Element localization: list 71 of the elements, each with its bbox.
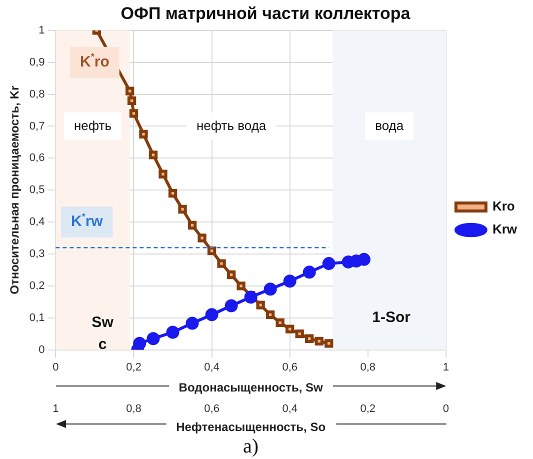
x-tick-label: 0,8	[360, 361, 376, 374]
point	[276, 318, 284, 327]
point	[205, 308, 218, 322]
annotation: Sw c	[92, 314, 114, 353]
point	[322, 257, 336, 270]
y-tick-label: 0,9	[29, 56, 45, 68]
legend-label: Kro	[492, 198, 515, 214]
x2-tick-label: 1	[52, 403, 59, 416]
point	[236, 282, 246, 290]
point	[133, 336, 146, 350]
point	[148, 150, 158, 160]
point	[166, 326, 180, 339]
annotation: K*ro	[80, 52, 110, 70]
y-tick-label: 1	[38, 24, 45, 36]
y-tick-label: 0,5	[29, 184, 45, 196]
y-tick-label: 0,7	[29, 120, 45, 132]
point	[139, 130, 148, 139]
x2-axis-title: Нефтенасыщенность, So	[176, 420, 326, 434]
point	[264, 282, 277, 296]
point	[224, 299, 238, 312]
x2-tick-label: 0,4	[282, 403, 298, 416]
point	[129, 109, 138, 118]
point	[168, 188, 178, 198]
point	[324, 339, 334, 348]
point	[186, 316, 199, 330]
x2-tick-label: 0,8	[126, 403, 142, 416]
y-tick-label: 0,3	[29, 248, 45, 260]
point	[126, 86, 134, 96]
point	[357, 252, 370, 266]
point	[198, 234, 206, 242]
point	[207, 246, 216, 256]
text: а)	[243, 435, 259, 458]
y-tick-label: 0	[38, 344, 45, 356]
x-tick-label: 0	[52, 361, 59, 374]
point	[188, 220, 197, 230]
point	[178, 204, 187, 214]
annotation: нефть вода	[196, 118, 267, 133]
point	[295, 330, 304, 338]
y-axis-title: Относительная проницаемость, Kr	[8, 85, 22, 294]
point	[302, 266, 316, 279]
point	[127, 96, 136, 105]
x-tick-label: 0,6	[282, 361, 298, 374]
y-tick-label: 0,6	[29, 152, 45, 164]
y-tick-label: 0,4	[29, 216, 45, 228]
x2-tick-label: 0,6	[204, 403, 220, 416]
x-axis-title: Водонасыщенность, Sw	[178, 380, 324, 395]
point	[146, 332, 160, 346]
point	[244, 290, 258, 304]
x2-tick-label: 0	[442, 403, 450, 416]
y-tick-label: 0,8	[29, 88, 45, 100]
point	[226, 270, 236, 280]
x-tick-label: 1	[442, 361, 450, 374]
x2-tick-label: 0,2	[360, 403, 376, 416]
point	[158, 170, 168, 178]
point	[266, 310, 275, 319]
y-tick-label: 0,1	[29, 312, 45, 324]
point	[314, 336, 324, 346]
point	[305, 334, 314, 343]
x-tick-label: 0,4	[204, 361, 220, 374]
y-tick-label: 0,2	[29, 280, 45, 292]
point	[283, 274, 296, 288]
x-tick-label: 0,2	[126, 361, 142, 374]
band-label: вода	[375, 118, 404, 133]
point	[286, 324, 294, 334]
chart-title: ОФП матричной части коллектора	[120, 4, 411, 23]
ref-line-label: K*rw	[70, 211, 104, 230]
point	[217, 259, 226, 268]
band-label: нефть	[74, 118, 112, 133]
annotation: 1-Sor	[372, 309, 411, 326]
point	[256, 300, 265, 310]
legend-label: Krw	[492, 222, 518, 237]
